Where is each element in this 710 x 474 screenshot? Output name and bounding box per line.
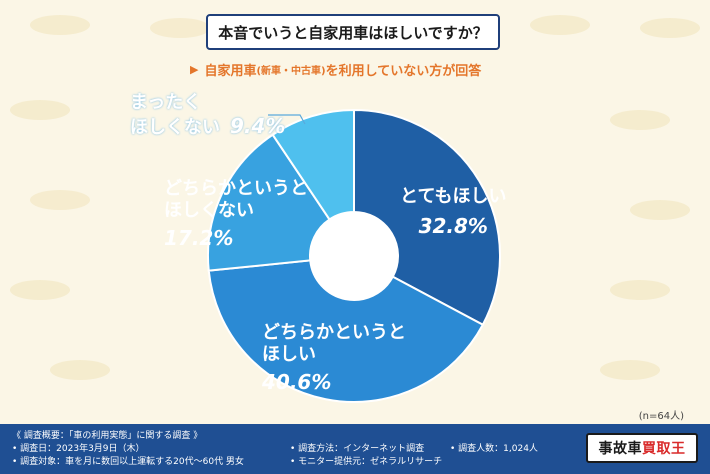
triangle-icon: ▶ xyxy=(190,62,199,76)
donut-chart xyxy=(207,108,501,403)
label-not-percent: 9.4% xyxy=(230,114,286,138)
label-not-line2: ほしくない xyxy=(130,117,220,138)
subtitle-part2: (新車・中古車) xyxy=(256,65,326,77)
leader-line xyxy=(268,114,306,125)
label-somewhat-percent: 40.6% xyxy=(262,370,332,394)
chart-subtitle: ▶ 自家用車 (新車・中古車) を利用していない方が回答 xyxy=(190,60,482,79)
label-somewhat-not-percent: 17.2% xyxy=(164,226,234,250)
label-very-percent: 32.8% xyxy=(418,214,488,238)
label-not: まったく ほしくない 9.4% xyxy=(130,92,285,139)
label-somewhat-not-line1: どちらかというと xyxy=(164,178,308,199)
label-somewhat-line1: どちらかというと xyxy=(262,322,406,343)
footer-overview: 《 調査概要：「車の利用実態」に関する調査 》 xyxy=(12,431,203,441)
brand-logo: 事故車 買取王 xyxy=(586,433,698,463)
footer-provider: • モニター提供元：ゼネラルリサーチ xyxy=(290,457,443,467)
footer-date: • 調査日：2023年3月9日（木） xyxy=(12,444,145,454)
label-very: とてもほしい 32.8% xyxy=(400,186,507,238)
label-somewhat: どちらかというと ほしい 40.6% xyxy=(262,322,406,394)
footer-method: • 調査方法：インターネット調査 xyxy=(290,444,425,454)
donut-hole xyxy=(310,212,398,300)
subtitle-part1: 自家用車 xyxy=(204,63,257,79)
label-not-row2: ほしくない 9.4% xyxy=(130,114,285,139)
label-somewhat-not-line2: ほしくない xyxy=(164,200,254,221)
sample-size-label: (n=64人) xyxy=(638,411,684,422)
label-not-line1: まったく xyxy=(130,92,202,113)
chart-title: 本音でいうと自家用車はほしいですか？ xyxy=(206,14,500,50)
label-somewhat-line2: ほしい xyxy=(262,344,316,365)
footer-count: • 調査人数：1,024人 xyxy=(450,444,538,454)
logo-text-a: 事故車 xyxy=(598,441,642,457)
logo-text-b: 買取王 xyxy=(642,441,686,457)
label-somewhat-not: どちらかというと ほしくない 17.2% xyxy=(164,178,308,250)
background-car-pattern xyxy=(10,15,700,380)
footer-target: • 調査対象：車を月に数回以上運転する20代〜60代 男女 xyxy=(12,457,244,467)
subtitle-part3: を利用していない方が回答 xyxy=(325,63,482,79)
label-very-category: とてもほしい xyxy=(400,186,507,207)
